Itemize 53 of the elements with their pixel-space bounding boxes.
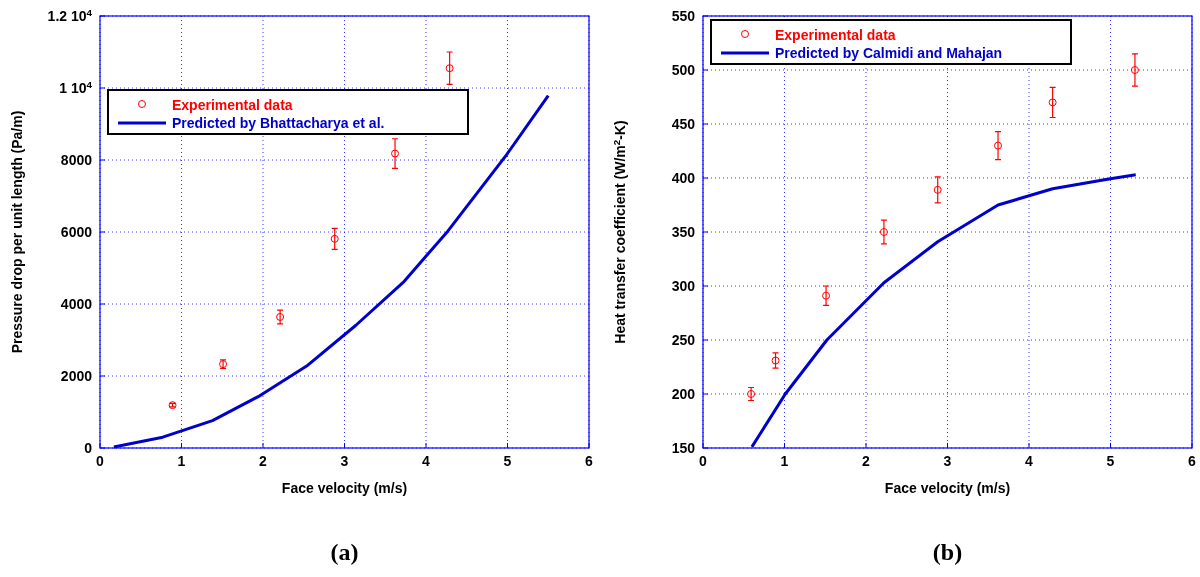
x-tick-label: 2 [862,453,871,469]
y-axis-title: Pressure drop per unit length (Pa/m) [9,110,25,354]
x-axis-title: Face velocity (m/s) [884,480,1011,496]
x-tick-label: 3 [340,453,349,469]
point [994,141,1003,150]
y-tick-label: 6000 [60,224,93,240]
x-tick-label: 0 [96,453,105,469]
point [391,149,400,158]
y-tick-label: 4000 [60,296,93,312]
y-tick-label: 350 [671,224,696,240]
x-tick-label: 6 [1188,453,1197,469]
legend-label: Experimental data [172,97,293,113]
x-tick-label: 6 [585,453,594,469]
y-tick-label: 8000 [60,152,93,168]
point [276,312,285,321]
line-series [112,94,550,449]
y-tick-label: 400 [671,170,696,186]
y-tick-label: 1 10$^{4}$ [59,78,93,96]
legend-label: Predicted by Bhattacharya et al. [172,115,385,131]
y-tick-label: 1.2 10$^{4}$ [47,6,93,24]
y-tick-label: 300 [671,278,696,294]
point [933,185,942,194]
point [822,291,831,300]
point [445,64,454,73]
x-tick-label: 1 [780,453,789,469]
point [1130,66,1139,74]
y-tick-label: 0 [84,440,93,456]
y-tick-label: 500 [671,62,696,78]
x-tick-label: 1 [177,453,186,469]
point [771,356,780,365]
x-tick-label: 0 [699,453,708,469]
x-tick-label: 3 [943,453,952,469]
point [330,234,339,243]
point [879,228,888,236]
y-tick-label: 2000 [60,368,93,384]
point [1048,98,1057,107]
x-tick-label: 5 [1106,453,1115,469]
point [747,390,756,398]
y-tick-label: 150 [671,440,696,456]
x-tick-label: 5 [503,453,512,469]
x-tick-label: 2 [259,453,268,469]
text: (b) [932,539,963,565]
y-tick-label: 200 [671,386,696,402]
legend-label: Predicted by Calmidi and Mahajan [775,45,1003,61]
y-tick-label: 450 [671,116,696,132]
x-axis-title: Face velocity (m/s) [281,480,408,496]
legend-label: Experimental data [775,27,896,43]
x-tick-label: 4 [422,453,431,469]
text: (a) [330,539,359,565]
line-series [750,173,1138,449]
x-tick-label: 4 [1025,453,1034,469]
y-tick-label: 550 [671,8,696,24]
y-tick-label: 250 [671,332,696,348]
